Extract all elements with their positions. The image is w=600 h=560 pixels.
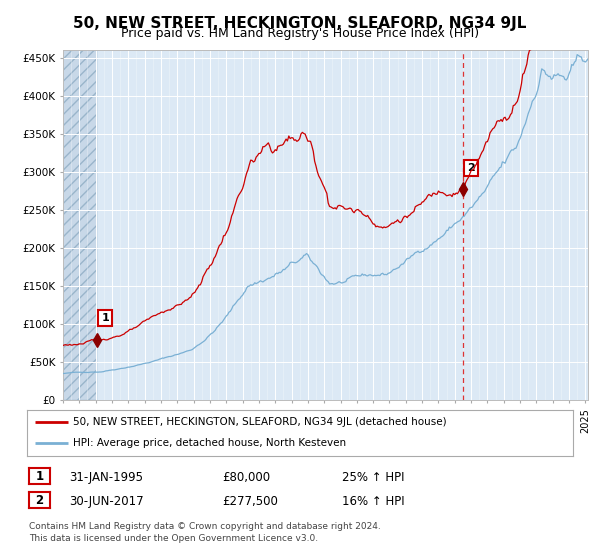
Text: 50, NEW STREET, HECKINGTON, SLEAFORD, NG34 9JL: 50, NEW STREET, HECKINGTON, SLEAFORD, NG… [73,16,527,31]
Bar [63,50,97,400]
Text: 1: 1 [35,469,44,483]
Text: 30-JUN-2017: 30-JUN-2017 [69,494,143,508]
Text: £277,500: £277,500 [222,494,278,508]
Text: Price paid vs. HM Land Registry's House Price Index (HPI): Price paid vs. HM Land Registry's House … [121,27,479,40]
Text: 2: 2 [467,163,475,173]
Text: 31-JAN-1995: 31-JAN-1995 [69,470,143,484]
Text: 1: 1 [101,313,109,323]
Bar [63,50,97,400]
Text: 16% ↑ HPI: 16% ↑ HPI [342,494,404,508]
Text: Contains HM Land Registry data © Crown copyright and database right 2024.
This d: Contains HM Land Registry data © Crown c… [29,522,380,543]
Text: £80,000: £80,000 [222,470,270,484]
Text: 25% ↑ HPI: 25% ↑ HPI [342,470,404,484]
Text: HPI: Average price, detached house, North Kesteven: HPI: Average price, detached house, Nort… [73,438,347,449]
Text: 50, NEW STREET, HECKINGTON, SLEAFORD, NG34 9JL (detached house): 50, NEW STREET, HECKINGTON, SLEAFORD, NG… [73,417,447,427]
Text: 2: 2 [35,493,44,507]
